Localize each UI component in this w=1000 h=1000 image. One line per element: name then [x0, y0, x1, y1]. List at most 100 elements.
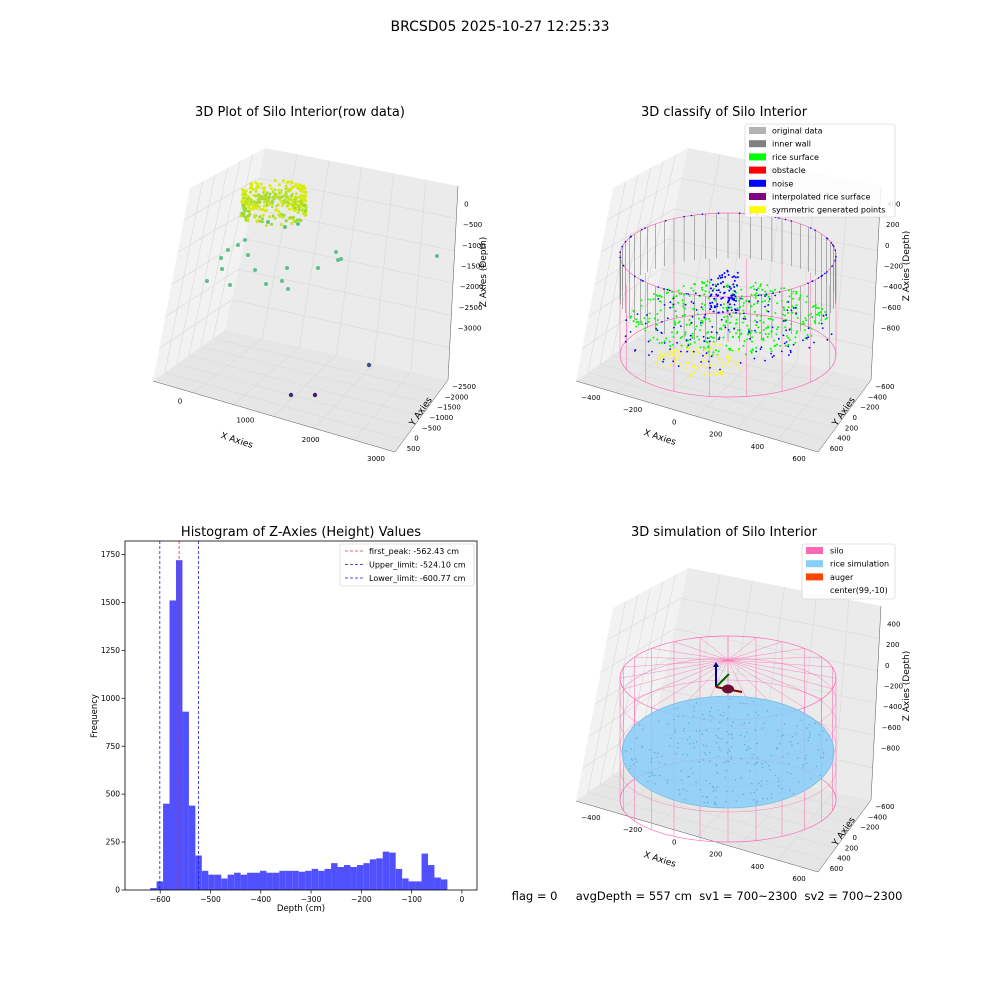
y-tick-label: 600	[830, 865, 843, 873]
x-tick-label: 400	[751, 863, 764, 871]
rice-simulation-point	[726, 730, 728, 733]
rice-simulation-point	[789, 741, 792, 743]
y-tick-label: 400	[837, 435, 850, 443]
raw-point	[246, 219, 250, 223]
silo-roof-line	[727, 637, 757, 661]
rice-simulation-point	[689, 736, 691, 738]
rice-surface-point	[772, 318, 775, 321]
rice-surface-point	[703, 282, 706, 284]
rice-surface-point	[730, 315, 733, 318]
rice-simulation-point	[717, 737, 719, 739]
rice-simulation-point	[728, 748, 730, 751]
noise-point	[736, 271, 739, 274]
outlier-point	[266, 220, 270, 224]
rice-surface-point	[814, 321, 817, 324]
rice-surface-point	[703, 293, 706, 296]
rice-simulation-point	[717, 728, 720, 730]
rice-surface-point	[695, 325, 698, 328]
rice-surface-point	[818, 322, 821, 325]
rice-surface-point	[745, 299, 748, 302]
rice-simulation-point	[716, 742, 718, 744]
noise-point	[788, 329, 791, 331]
histogram-bar	[279, 870, 286, 890]
rice-surface-point	[726, 308, 728, 311]
histogram-bar	[188, 805, 196, 890]
histogram-bar	[169, 600, 176, 890]
symmetric-point	[704, 366, 707, 369]
raw-point	[281, 204, 285, 208]
rice-surface-point	[649, 298, 652, 301]
symmetric-point	[712, 349, 715, 352]
symmetric-point	[669, 364, 672, 367]
rice-surface-point	[632, 320, 635, 323]
symmetric-point	[673, 350, 676, 353]
noise-point	[730, 309, 733, 312]
rice-surface-point	[762, 339, 765, 342]
symmetric-point	[737, 361, 739, 364]
rice-surface-point	[779, 344, 782, 347]
raw-point	[268, 184, 272, 187]
rice-surface-point	[684, 333, 687, 336]
rice-simulation-point	[789, 789, 791, 792]
outlier-point	[228, 283, 232, 287]
raw-point	[265, 224, 268, 227]
noise-point	[641, 279, 644, 282]
noise-point	[690, 214, 693, 217]
noise-point	[783, 342, 786, 345]
rice-surface-point	[788, 339, 791, 342]
z-tick-label: −400	[883, 703, 902, 711]
legend-swatch	[749, 206, 766, 214]
x-tick-label: −200	[623, 406, 642, 414]
rice-simulation-point	[719, 749, 721, 751]
rice-surface-point	[700, 286, 703, 289]
noise-point	[740, 297, 742, 300]
noise-point	[774, 294, 777, 297]
histogram-bar	[369, 859, 377, 890]
y-axis-line	[817, 799, 872, 873]
raw-point	[242, 196, 245, 200]
rice-surface-point	[743, 315, 746, 318]
rice-surface-point	[726, 315, 729, 318]
rice-surface-point	[783, 306, 785, 309]
rice-simulation-point	[654, 774, 656, 777]
noise-point	[721, 276, 724, 279]
rice-surface-point	[802, 322, 805, 325]
raw-point	[264, 195, 268, 199]
rice-surface-point	[826, 317, 828, 319]
rice-surface-point	[699, 329, 701, 332]
symmetric-point	[668, 354, 671, 357]
rice-simulation-point	[762, 797, 764, 800]
raw-point	[258, 200, 262, 204]
rice-surface-point	[672, 295, 675, 298]
y-tick-label: −500	[422, 424, 441, 432]
rice-simulation-point	[649, 772, 651, 774]
raw-point	[298, 200, 301, 203]
noise-point	[760, 346, 763, 349]
raw-point	[258, 215, 262, 219]
noise-point	[706, 337, 709, 339]
rice-surface-point	[815, 313, 818, 316]
rice-surface-point	[751, 336, 754, 339]
noise-point	[826, 237, 829, 240]
symmetric-point	[690, 357, 693, 359]
raw-point	[296, 211, 300, 215]
rice-simulation-point	[673, 719, 675, 721]
y-tick-label: −1000	[430, 414, 454, 422]
raw-point	[259, 182, 263, 186]
raw-point	[292, 204, 296, 207]
rice-surface-point	[742, 304, 745, 307]
noise-point	[810, 227, 812, 229]
rice-simulation-point	[809, 734, 811, 736]
raw-point	[265, 191, 269, 194]
rice-surface-point	[759, 319, 762, 322]
rice-simulation-point	[683, 799, 686, 801]
raw-point	[254, 190, 258, 193]
rice-surface-point	[708, 320, 711, 323]
symmetric-point	[669, 350, 672, 353]
raw-point	[304, 206, 308, 209]
noise-point	[723, 292, 725, 295]
rice-surface-point	[771, 290, 774, 293]
noise-point	[727, 296, 730, 299]
noise-point	[822, 315, 825, 317]
rice-surface-point	[729, 321, 732, 324]
